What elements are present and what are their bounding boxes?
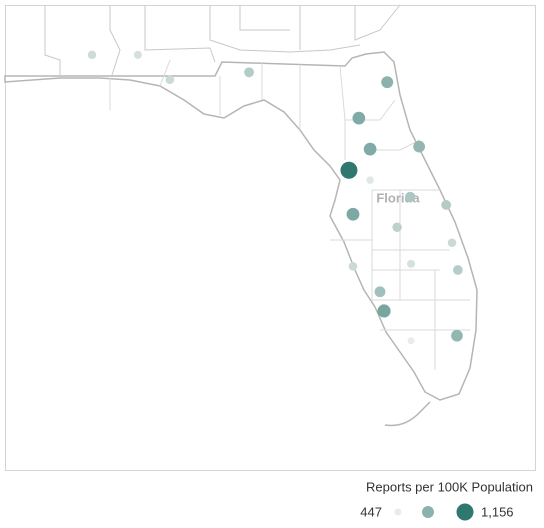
bubble <box>407 337 415 345</box>
state-lines <box>44 4 401 76</box>
legend-swatch <box>456 503 474 521</box>
legend-swatch <box>422 506 434 518</box>
bubble <box>133 50 142 59</box>
bubble <box>352 111 366 125</box>
bubble <box>374 286 386 298</box>
bubble <box>363 142 377 156</box>
bubble <box>392 222 402 232</box>
bubble <box>452 265 463 275</box>
bubble <box>377 304 391 318</box>
bubble <box>405 191 416 203</box>
legend-title: Reports per 100K Population <box>366 479 533 494</box>
bubble <box>413 140 425 153</box>
neighbor-borders <box>44 4 401 76</box>
bubble <box>346 207 360 221</box>
bubble <box>165 75 175 84</box>
legend-label: 447 <box>360 504 382 519</box>
bubble <box>340 161 358 179</box>
legend: 447 1,156 <box>360 503 514 521</box>
bubble <box>381 76 394 89</box>
bubble <box>441 200 452 210</box>
bubble <box>451 329 463 342</box>
legend-label: 1,156 <box>481 504 514 519</box>
bubble <box>447 238 457 248</box>
florida-outline <box>4 51 478 401</box>
bubble <box>407 259 416 268</box>
bubble <box>366 176 374 184</box>
legend-swatch <box>394 508 402 516</box>
florida-keys <box>384 401 431 427</box>
bubble <box>348 262 358 271</box>
bubble <box>87 50 97 60</box>
bubbles <box>87 50 463 345</box>
bubble <box>244 67 254 78</box>
